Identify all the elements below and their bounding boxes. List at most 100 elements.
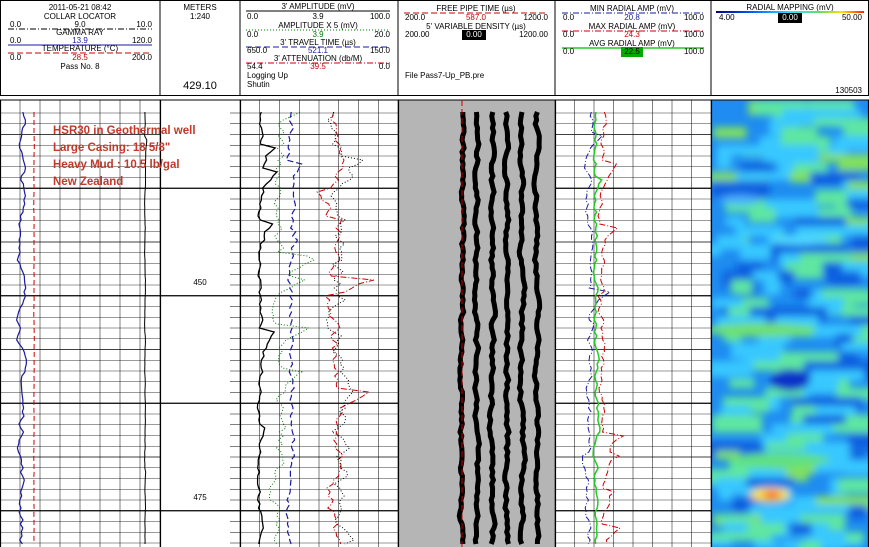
map-patch: [758, 334, 791, 345]
scale-min: 0.0: [10, 36, 22, 45]
map-patch: [729, 379, 755, 389]
datetime: 2011-05-21 08:42: [49, 3, 112, 12]
vdl-wave: [531, 111, 543, 545]
map-feature: [770, 235, 830, 245]
map-patch: [747, 523, 785, 535]
map-patch: [773, 154, 819, 164]
map-patch: [718, 514, 754, 523]
map-patch: [765, 442, 813, 451]
map-patch: [735, 226, 785, 237]
scale-min: 650.0: [247, 46, 268, 55]
map-patch: [723, 334, 742, 343]
radial-map: [711, 100, 869, 547]
map-patch: [711, 244, 721, 257]
well-status: Shutin: [247, 80, 270, 89]
map-feature: [763, 491, 781, 499]
depth-scale: 1:240: [190, 12, 211, 21]
scale-max: 1200.00: [519, 30, 548, 39]
curve-name: 5' VARIABLE DENSITY (µs): [426, 22, 526, 31]
map-feature: [770, 369, 810, 391]
min-radial-curve: [581, 111, 612, 545]
scale-current: 28.5: [72, 53, 88, 62]
map-patch: [838, 478, 869, 493]
depth-label: 475: [193, 493, 207, 502]
map-patch: [736, 172, 780, 181]
scale-min: 0.0: [563, 30, 575, 39]
amplitude-x5-curve: [268, 111, 316, 545]
scale-min: 4.00: [719, 13, 735, 22]
map-patch: [711, 181, 770, 198]
scale-current: 0.00: [782, 13, 798, 22]
scale-min: 54.4: [247, 62, 263, 71]
annotation-line: Large Casing: 18 5/8": [53, 142, 170, 154]
map-patch: [778, 163, 794, 181]
log-body: [0, 99, 869, 547]
curve-name: 3' AMPLITUDE (mV): [281, 2, 354, 11]
avg-radial-curve: [592, 111, 603, 545]
scale-min: 0.0: [10, 20, 22, 29]
vdl-wave: [516, 111, 528, 545]
map-patch: [844, 460, 869, 475]
map-patch: [829, 361, 847, 372]
annotation: HSR30 in Geothermal well Large Casing: 1…: [53, 125, 196, 188]
amplitude-dotted-curve: [326, 111, 364, 545]
map-patch: [846, 199, 869, 209]
map-patch: [851, 235, 869, 253]
map-patch: [843, 127, 869, 137]
annotation-line: HSR30 in Geothermal well: [53, 125, 196, 137]
job-number: 130503: [835, 86, 862, 95]
map-patch: [771, 424, 809, 433]
scale-max: 0.0: [379, 62, 391, 71]
curve-name: MIN RADIAL AMP (mV): [590, 4, 674, 13]
map-patch: [787, 505, 850, 514]
map-patch: [777, 316, 804, 325]
map-feature: [711, 323, 815, 337]
pass-number: Pass No. 8: [60, 62, 100, 71]
curve-name: GAMMA RAY: [56, 28, 105, 37]
map-patch: [841, 307, 869, 317]
map-patch: [819, 154, 848, 163]
curve-name: TEMPERATURE (°C): [42, 44, 119, 53]
map-patch: [841, 343, 869, 352]
scale-current: 24.3: [624, 30, 640, 39]
scale-min: 0.0: [563, 13, 575, 22]
map-patch: [778, 163, 828, 174]
map-patch: [715, 451, 740, 460]
scale-current: 22.5: [624, 47, 640, 56]
map-patch: [732, 469, 790, 481]
map-patch: [711, 361, 753, 378]
annotation-line: New Zealand: [53, 176, 123, 188]
scale-current: 39.5: [310, 62, 326, 71]
map-patch: [850, 361, 869, 372]
map-blobs: [711, 100, 869, 547]
curve-name: 3' ATTENUATION (db/M): [274, 54, 363, 63]
map-patch: [722, 523, 758, 532]
scale-min: 0.0: [563, 47, 575, 56]
vdl-wave: [501, 111, 512, 545]
scale-current: 20.8: [624, 13, 640, 22]
scale-current: 3.9: [312, 12, 324, 21]
map-feature: [720, 195, 760, 205]
map-patch: [804, 244, 848, 256]
map-patch: [748, 208, 776, 223]
scale-max: 20.0: [374, 30, 390, 39]
scale-max: 50.00: [842, 13, 863, 22]
scale-max: 1200.0: [524, 13, 549, 22]
map-patch: [754, 541, 780, 547]
map-patch: [828, 271, 861, 286]
map-patch: [713, 127, 747, 139]
scale-current: 13.9: [72, 36, 88, 45]
map-patch: [733, 271, 778, 282]
map-feature: [730, 453, 830, 467]
curve-name: MAX RADIAL AMP (mV): [589, 22, 676, 31]
scale-max: 150.0: [370, 46, 391, 55]
scale-current: 521.1: [308, 46, 329, 55]
map-patch: [848, 316, 869, 326]
annotation-line: Heavy Mud : 10.5 lb/gal: [53, 159, 180, 171]
curve-name: RADIAL MAPPING (mV): [746, 3, 834, 12]
map-patch: [788, 523, 812, 536]
map-patch: [716, 154, 732, 169]
collar-locator-curve: [144, 111, 148, 545]
scale-max: 10.0: [136, 20, 152, 29]
